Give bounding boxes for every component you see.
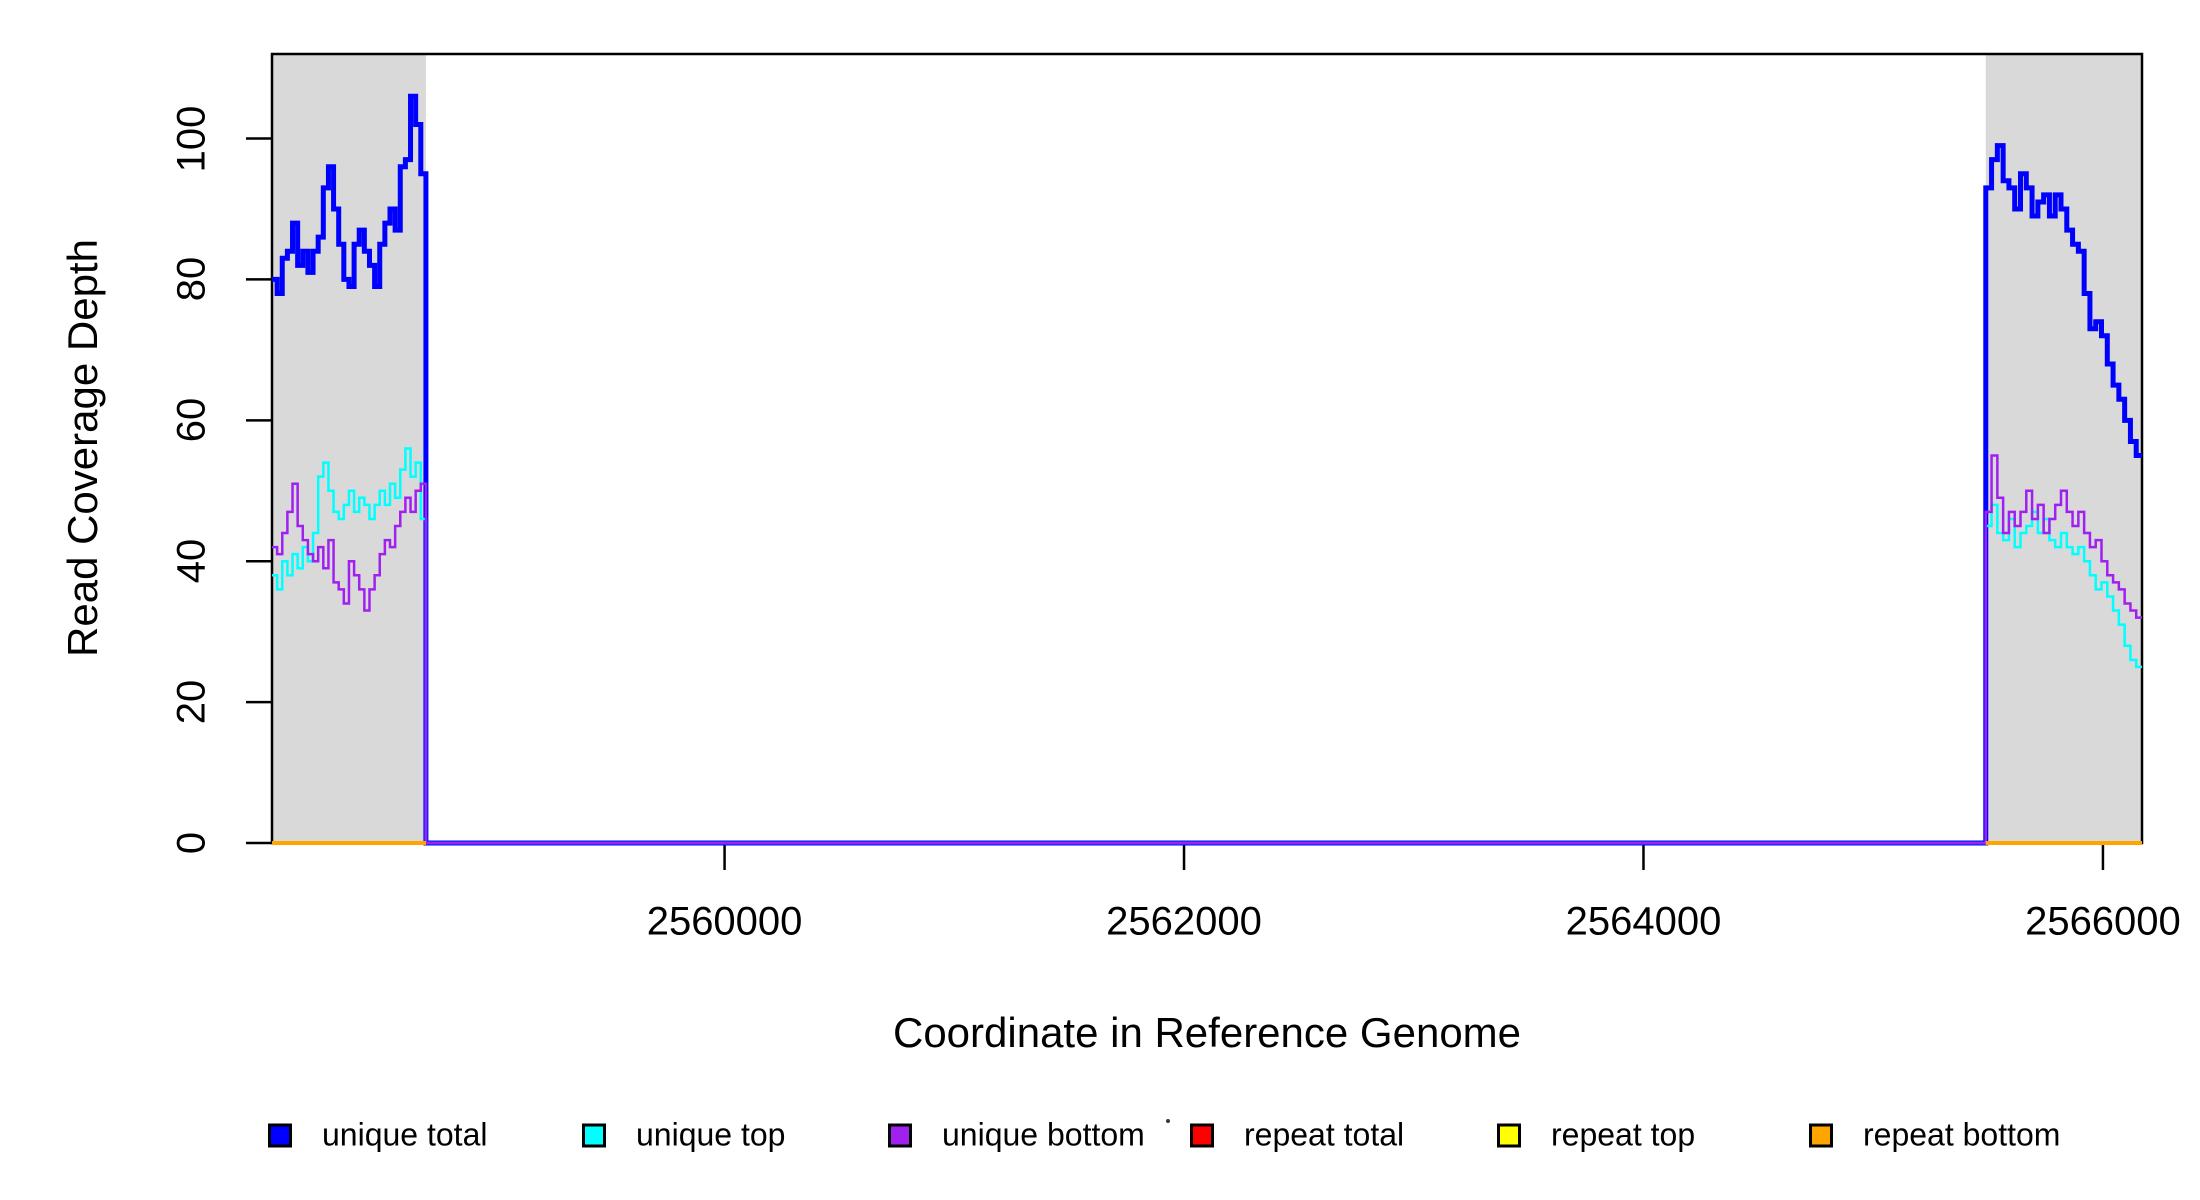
legend-label: repeat bottom	[1863, 1116, 2061, 1153]
y-tick-label: 20	[169, 679, 214, 725]
plot-border	[270, 52, 2144, 845]
legend-swatch-icon	[1190, 1123, 1214, 1147]
legend-entry-unique-total: unique total	[268, 1117, 487, 1154]
stray-dot	[1166, 1119, 1170, 1123]
legend-label: unique top	[636, 1116, 786, 1153]
legend-label: unique total	[322, 1116, 488, 1153]
legend-entry-unique-top: unique top	[582, 1117, 785, 1154]
legend-label: repeat total	[1244, 1116, 1405, 1153]
series-line-unique-bottom	[272, 454, 2142, 845]
legend-label: repeat top	[1551, 1116, 1696, 1153]
y-tick-label: 80	[169, 257, 214, 302]
legend-entry-repeat-total: repeat total	[1190, 1117, 1404, 1154]
legend-swatch-icon	[582, 1123, 606, 1147]
x-tick-label: 2560000	[646, 899, 803, 944]
legend-entry-unique-bottom: unique bottom	[888, 1117, 1145, 1154]
y-tick-label: 60	[169, 398, 214, 443]
y-axis-title: Read Coverage Depth	[59, 239, 106, 657]
y-tick-label: 0	[169, 831, 214, 855]
legend-entry-repeat-top: repeat top	[1497, 1117, 1695, 1154]
legend-swatch-icon	[268, 1123, 292, 1147]
series-line-unique-top	[272, 447, 2142, 845]
x-tick-label: 2566000	[2025, 899, 2181, 944]
y-tick-label: 40	[169, 538, 214, 584]
repeat-region-left	[272, 54, 426, 843]
legend-swatch-icon	[1497, 1123, 1521, 1147]
x-axis-title: Coordinate in Reference Genome	[892, 1009, 1522, 1056]
legend-swatch-icon	[888, 1123, 912, 1147]
x-tick-label: 2562000	[1106, 899, 1262, 944]
y-tick-label: 100	[169, 105, 214, 172]
repeat-region-right	[1985, 54, 2142, 843]
legend-swatch-icon	[1809, 1123, 1833, 1147]
legend-label: unique bottom	[942, 1116, 1145, 1153]
series-line-unique-total	[272, 93, 2142, 846]
legend-entry-repeat-bottom: repeat bottom	[1809, 1117, 2060, 1154]
x-tick-label: 2564000	[1565, 899, 1722, 944]
